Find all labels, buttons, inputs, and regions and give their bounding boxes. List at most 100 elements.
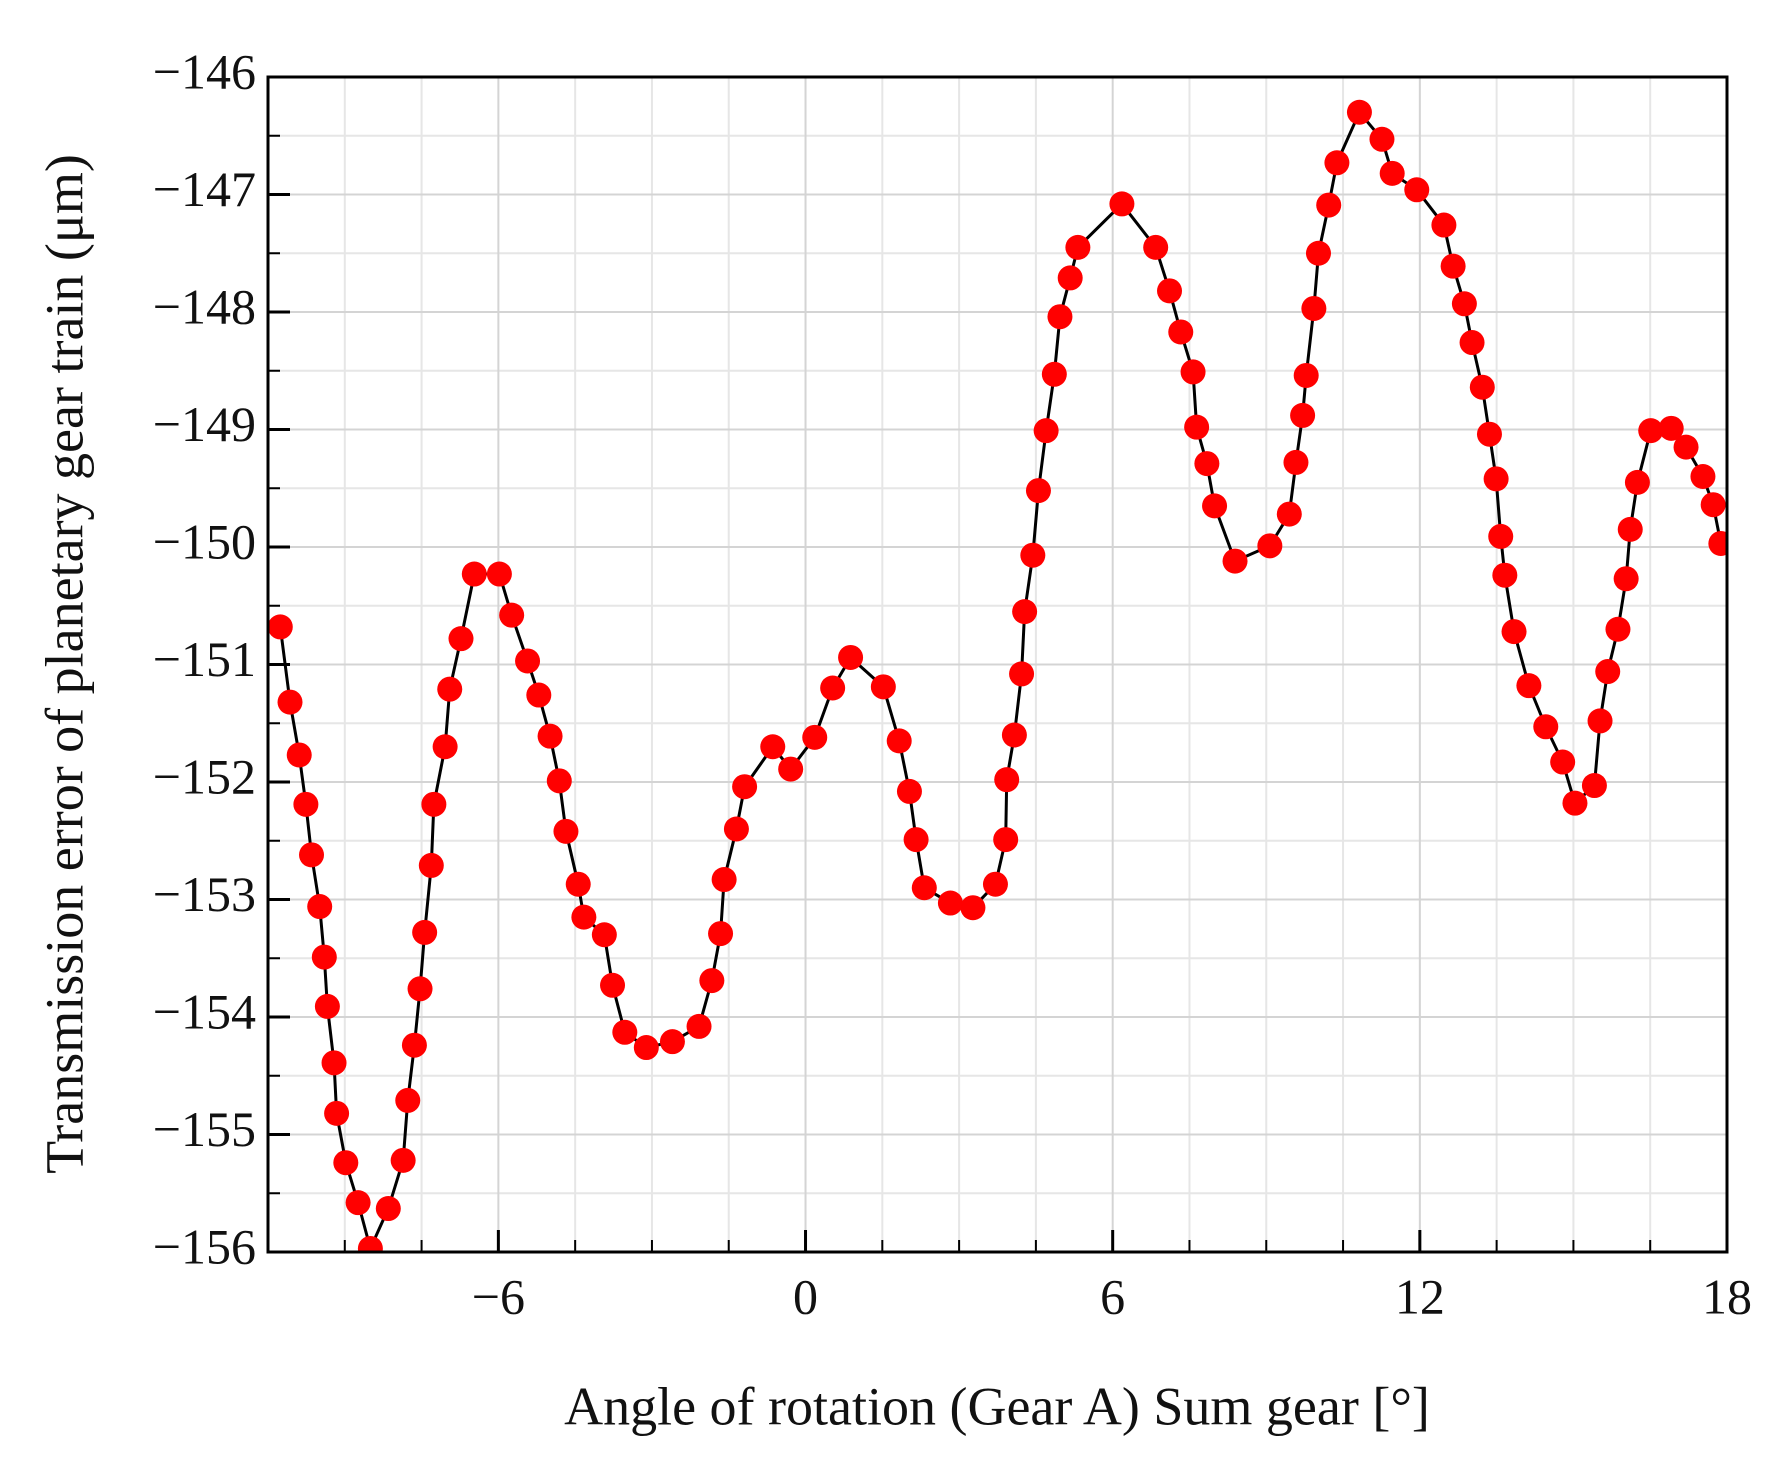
data-point [1690,464,1716,489]
y-tick-label: −147 [153,161,256,217]
data-point [307,894,333,920]
data-point [1488,523,1514,549]
data-point [1194,451,1220,477]
data-point [1065,234,1091,260]
y-tick-label: −155 [153,1101,256,1157]
data-point [1324,150,1350,176]
data-point [1483,466,1509,492]
data-point [1587,708,1613,734]
data-point [732,774,758,800]
x-axis-label: Angle of rotation (Gear A) Sum gear [°] [564,1376,1430,1436]
data-point [1516,673,1542,699]
data-point [571,904,597,930]
data-point [333,1150,359,1176]
data-point [268,614,293,640]
data-point [994,767,1020,793]
data-point [395,1087,421,1113]
y-axis-label: Transmission error of planetary gear tra… [34,154,94,1174]
data-point [612,1019,638,1045]
data-point [448,626,474,652]
data-point [982,871,1008,897]
data-point [911,875,937,901]
data-point [1143,234,1169,260]
data-point [1431,212,1457,238]
data-point [407,976,433,1002]
y-tick-label: −156 [153,1218,256,1274]
data-point [886,728,912,754]
data-point [1624,469,1650,495]
data-point [565,871,591,897]
y-tick-label: −154 [153,983,256,1039]
data-point [546,768,572,794]
data-point [515,648,541,674]
series-line [278,109,1723,1252]
data-point [293,791,319,817]
y-tick-label: −146 [153,43,256,99]
x-tick-label: 12 [1395,1268,1445,1324]
data-point [896,778,922,804]
data-point [1346,99,1372,125]
data-point [1222,548,1248,574]
data-point [1257,533,1283,559]
data-point [357,1235,383,1252]
ticks: −6 0 6 12 18 −156 −155 −154 −153 −152 −151 −150 −149… [153,43,1752,1324]
data-point [421,791,447,817]
x-tick-label: 18 [1702,1268,1752,1324]
data-point [526,682,552,708]
data-point [461,561,487,587]
data-point [1109,191,1135,217]
data-point [686,1013,712,1039]
x-tick-label: 6 [1100,1268,1125,1324]
data-point [1293,362,1319,388]
y-tick-label: −151 [153,631,256,687]
data-point [286,742,312,768]
data-point [1290,402,1316,428]
data-point [1581,773,1607,799]
data-point [659,1029,685,1055]
data-point [1638,418,1664,444]
data-point [553,818,579,844]
data-point [345,1190,371,1216]
data-point [1469,374,1495,400]
data-point [486,561,512,587]
x-tick-label: −6 [472,1268,525,1324]
data-point [1550,749,1576,775]
data-point [591,922,617,948]
data-point [723,816,749,842]
data-point [1617,516,1643,542]
data-point [324,1100,350,1126]
data-point [1316,192,1342,218]
data-point [1001,722,1027,748]
data-point [1595,659,1621,685]
data-point [1301,295,1327,321]
data-point [1379,160,1405,186]
data-point [1025,478,1051,504]
data-point [1168,319,1194,345]
data-point [401,1032,427,1058]
data-point [418,852,444,878]
data-point [633,1035,659,1061]
data-point [499,602,525,628]
data-point [1033,418,1059,444]
data-point [1708,530,1727,556]
data-point [1404,177,1430,203]
data-point [778,756,804,782]
data-point [993,827,1019,853]
data-point [1283,449,1309,475]
y-tick-label: −148 [153,278,256,334]
data-point [412,919,438,945]
data-point [600,972,626,998]
data-point [1476,421,1502,447]
data-point [375,1196,401,1222]
data-point [1202,493,1228,519]
data-point [1492,562,1518,588]
data-point [390,1147,416,1173]
plot-frame [266,75,1729,1254]
data-point [802,724,828,750]
data-point [937,890,963,916]
data-point [1041,361,1067,387]
y-tick-label: −150 [153,513,256,569]
data-point [820,675,846,701]
data-point [1180,359,1206,385]
data-point [299,842,325,868]
